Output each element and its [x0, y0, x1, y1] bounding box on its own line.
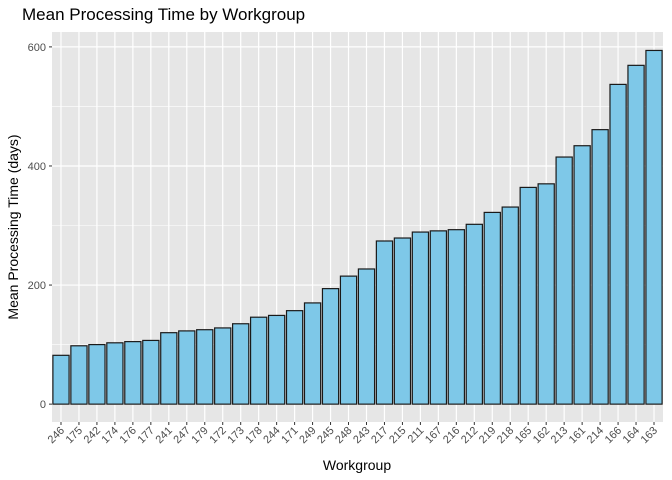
y-tick-label: 600	[28, 42, 46, 54]
x-tick-label: 178	[243, 425, 264, 446]
x-tick-label: 215	[387, 425, 408, 446]
bar-211	[411, 231, 430, 405]
x-tick-label: 247	[171, 425, 192, 446]
x-tick-label: 243	[351, 425, 372, 446]
x-tick-label: 214	[585, 425, 606, 446]
bar-219	[483, 211, 501, 405]
bar-216	[447, 229, 466, 405]
y-axis-title: Mean Processing Time (days)	[5, 134, 21, 319]
x-tick-label: 244	[261, 425, 282, 446]
x-tick-label: 213	[549, 425, 570, 446]
y-axis-ticks: 0 200 400 600	[28, 42, 52, 411]
x-tick-label: 176	[118, 425, 139, 446]
x-tick-label: 167	[423, 425, 444, 446]
bar-246	[52, 354, 70, 405]
bar-248	[339, 275, 358, 405]
bar-217	[375, 240, 394, 405]
bar-241	[160, 332, 178, 405]
bar-212	[465, 223, 483, 405]
bar-179	[196, 329, 214, 405]
x-tick-label: 162	[531, 425, 552, 446]
x-tick-label: 179	[189, 425, 210, 446]
y-tick-label: 400	[28, 161, 46, 173]
x-tick-label: 166	[603, 425, 624, 446]
x-tick-label: 217	[369, 425, 390, 446]
bar-247	[178, 330, 196, 405]
bar-249	[303, 302, 322, 405]
x-tick-label: 249	[297, 425, 318, 446]
bar-166	[609, 83, 627, 405]
x-tick-label: 248	[333, 425, 354, 446]
bar-175	[70, 345, 88, 405]
x-tick-label: 175	[64, 425, 85, 446]
x-tick-label: 161	[567, 425, 588, 446]
x-tick-label: 165	[513, 425, 534, 446]
bar-214	[591, 129, 609, 405]
bar-174	[106, 342, 124, 405]
bar-177	[142, 339, 160, 405]
bar-161	[573, 145, 591, 405]
x-tick-label: 216	[441, 425, 462, 446]
bar-244	[267, 314, 286, 405]
bar-171	[285, 310, 304, 405]
bar-245	[321, 288, 340, 405]
x-tick-label: 171	[279, 425, 300, 446]
x-tick-label: 219	[477, 425, 498, 446]
x-axis-title: Workgroup	[323, 457, 391, 473]
x-tick-label: 242	[82, 425, 103, 446]
x-tick-label: 163	[639, 425, 660, 446]
x-axis-ticks: 2461752421741761772412471791721731782441…	[46, 422, 660, 446]
x-tick-label: 172	[207, 425, 228, 446]
bar-178	[249, 316, 268, 405]
bar-164	[627, 64, 645, 405]
x-tick-label: 245	[315, 425, 336, 446]
x-tick-label: 218	[495, 425, 516, 446]
x-tick-label: 177	[135, 425, 156, 446]
bar-165	[519, 186, 537, 405]
bar-243	[357, 268, 376, 405]
x-tick-label: 173	[225, 425, 246, 446]
y-tick-label: 0	[40, 399, 46, 411]
y-tick-label: 200	[28, 280, 46, 292]
bar-167	[429, 230, 448, 405]
x-tick-label: 174	[100, 425, 121, 446]
x-tick-label: 211	[406, 425, 427, 446]
chart-title: Mean Processing Time by Workgroup	[22, 5, 305, 24]
bar-176	[124, 341, 142, 405]
bars	[52, 49, 663, 405]
bar-172	[214, 327, 232, 405]
x-tick-label: 164	[621, 425, 642, 446]
bar-215	[393, 237, 412, 405]
bar-242	[88, 343, 106, 405]
bar-162	[537, 183, 555, 405]
bar-173	[232, 323, 250, 405]
x-tick-label: 212	[459, 425, 480, 446]
bar-163	[645, 49, 663, 405]
bar-218	[501, 206, 519, 405]
x-tick-label: 246	[46, 425, 67, 446]
x-tick-label: 241	[153, 425, 174, 446]
bar-213	[555, 156, 573, 405]
